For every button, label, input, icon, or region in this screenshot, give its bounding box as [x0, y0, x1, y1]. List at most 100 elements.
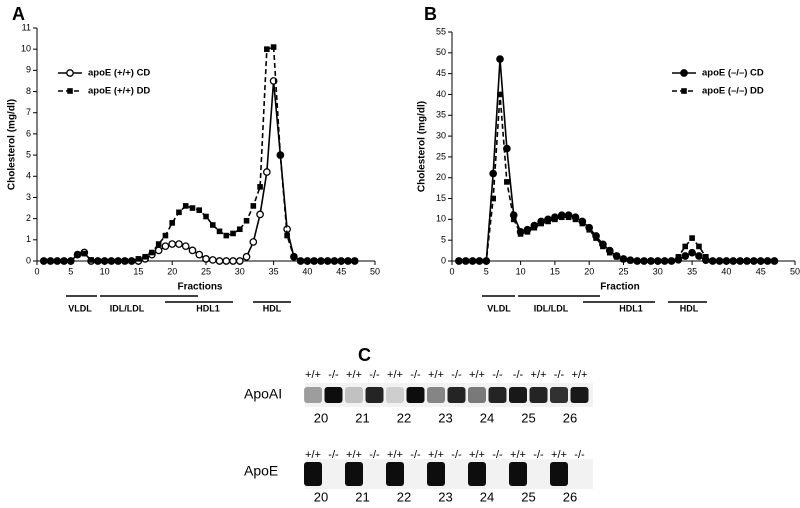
genotype-label: -/- — [574, 449, 585, 461]
point — [517, 231, 524, 237]
genotype-label: -/- — [513, 369, 524, 381]
point — [730, 258, 737, 264]
point — [154, 246, 163, 255]
fraction-number: 21 — [355, 410, 369, 425]
point — [565, 214, 572, 221]
point — [469, 258, 476, 264]
x-tick-label: 0 — [34, 266, 39, 276]
point — [291, 253, 297, 260]
y-tick-label: 25 — [436, 151, 446, 161]
blot-band — [529, 387, 548, 403]
point — [620, 256, 627, 263]
fraction-number: 23 — [438, 489, 452, 504]
genotype-label: +/+ — [572, 369, 588, 381]
point — [54, 258, 61, 264]
point — [257, 184, 263, 190]
point — [456, 258, 462, 264]
point — [771, 258, 778, 264]
point — [230, 230, 236, 237]
x-tick-label: 10 — [516, 266, 526, 276]
blot-band — [345, 387, 363, 403]
fraction-number: 21 — [355, 489, 369, 504]
fraction-label: HDL1 — [619, 303, 643, 313]
genotype-label: +/+ — [305, 369, 321, 381]
point — [345, 258, 351, 264]
point — [695, 252, 703, 260]
point — [208, 256, 217, 264]
point — [593, 235, 599, 241]
y-tick-label: 4 — [26, 171, 31, 181]
legend-label: apoE (+/+) DD — [88, 86, 150, 97]
point — [215, 257, 224, 265]
fraction-label: HDL1 — [196, 303, 220, 313]
y-tick-label: 9 — [26, 65, 31, 75]
y-axis-label: Cholesterol (mg/dl) — [417, 101, 428, 192]
panel-label: A — [12, 4, 25, 24]
point — [88, 257, 94, 263]
point — [531, 224, 538, 231]
point — [504, 179, 510, 185]
point — [744, 258, 750, 264]
point — [115, 258, 121, 264]
y-tick-label: 10 — [21, 44, 31, 54]
point — [304, 258, 311, 264]
point — [497, 91, 503, 98]
legend-label: apoE (+/+) CD — [88, 68, 150, 79]
y-tick-label: 10 — [436, 214, 446, 224]
y-tick-label: 3 — [26, 192, 31, 202]
blot-row-label: ApoE — [244, 463, 278, 479]
point — [510, 216, 517, 223]
fraction-number: 24 — [480, 489, 494, 504]
point — [716, 258, 723, 264]
x-tick-label: 15 — [550, 266, 560, 276]
point — [331, 258, 338, 264]
point — [613, 254, 620, 260]
legend-marker — [681, 88, 687, 94]
point — [242, 252, 251, 261]
point — [483, 258, 490, 264]
point — [40, 258, 47, 264]
genotype-label: -/- — [328, 449, 339, 461]
y-tick-label: 20 — [436, 172, 446, 182]
fraction-label: HDL — [680, 303, 699, 313]
x-tick-label: 30 — [235, 266, 245, 276]
x-tick-label: 35 — [687, 266, 697, 276]
point — [108, 258, 115, 264]
point — [579, 220, 586, 227]
point — [668, 258, 675, 264]
fraction-number: 24 — [480, 410, 494, 425]
blot-row-label: ApoAI — [244, 386, 282, 402]
y-tick-label: 8 — [26, 86, 31, 96]
point — [229, 257, 237, 265]
blot-band — [509, 462, 527, 486]
x-axis-label: Fractions — [177, 282, 222, 293]
point — [203, 213, 209, 220]
x-tick-label: 25 — [201, 266, 211, 276]
point — [195, 250, 204, 259]
y-tick-label: 11 — [22, 22, 31, 32]
y-tick-label: 30 — [436, 130, 446, 140]
legend-marker — [680, 69, 688, 77]
genotype-label: +/+ — [510, 449, 526, 461]
fraction-label: VLDL — [487, 303, 511, 313]
point — [155, 241, 162, 247]
point — [297, 258, 304, 264]
y-tick-label: 1 — [26, 234, 31, 244]
point — [101, 258, 108, 264]
blot-band — [427, 387, 445, 403]
x-tick-label: 25 — [618, 266, 628, 276]
point — [476, 258, 483, 264]
point — [627, 257, 634, 264]
point — [524, 229, 531, 235]
fraction-label: IDL/LDL — [110, 303, 145, 313]
blot-band — [468, 462, 486, 486]
point — [688, 248, 696, 257]
point — [47, 258, 54, 264]
fraction-number: 22 — [397, 489, 411, 504]
point — [324, 258, 331, 264]
fraction-number: 22 — [397, 410, 411, 425]
genotype-label: -/- — [492, 369, 503, 381]
point — [237, 226, 243, 233]
genotype-label: +/+ — [428, 449, 444, 461]
fraction-number: 20 — [314, 410, 328, 425]
